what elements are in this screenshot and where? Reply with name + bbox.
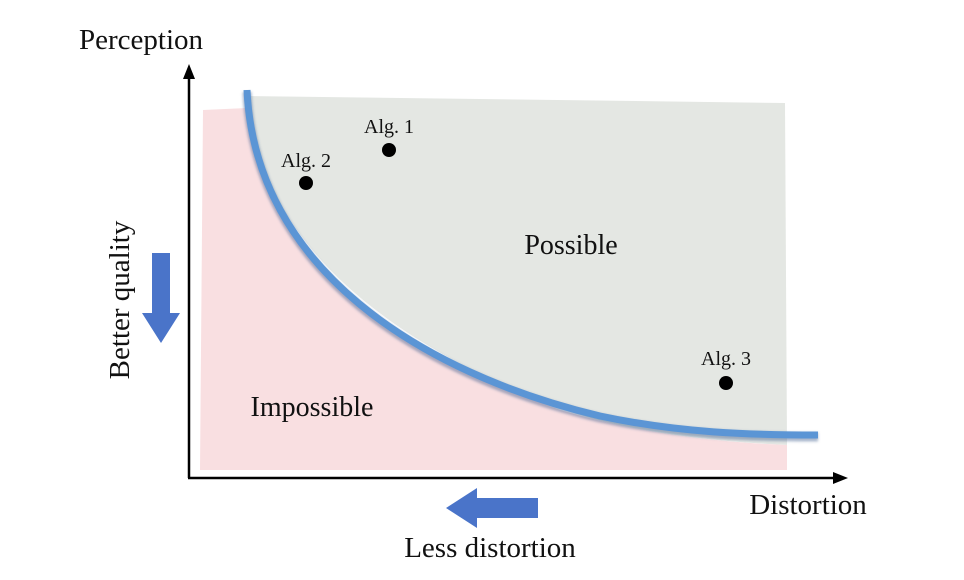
algorithm-point-2-marker	[299, 176, 313, 190]
better-quality-down-arrow	[142, 253, 180, 343]
impossible-region	[200, 108, 787, 470]
better-quality-label: Better quality	[104, 220, 136, 379]
impossible-region-label: Impossible	[251, 392, 374, 423]
y-axis-label: Perception	[79, 24, 204, 56]
algorithm-point-3-label: Alg. 3	[701, 348, 751, 370]
algorithm-point-2-label: Alg. 2	[281, 150, 331, 172]
algorithm-point-1: Alg. 1	[364, 116, 414, 157]
possible-region-label: Possible	[524, 230, 617, 261]
algorithm-point-1-label: Alg. 1	[364, 116, 414, 138]
less-distortion-left-arrow	[446, 488, 538, 528]
algorithm-point-1-marker	[382, 143, 396, 157]
frontier-curve	[243, 89, 819, 439]
possible-region	[247, 96, 787, 445]
x-axis-label: Distortion	[749, 489, 867, 521]
y-axis-arrowhead	[183, 64, 195, 79]
algorithm-point-3: Alg. 3	[701, 348, 751, 390]
less-distortion-label: Less distortion	[404, 532, 576, 564]
x-axis-arrowhead	[833, 472, 848, 484]
algorithm-point-2: Alg. 2	[281, 150, 331, 190]
algorithm-point-3-marker	[719, 376, 733, 390]
